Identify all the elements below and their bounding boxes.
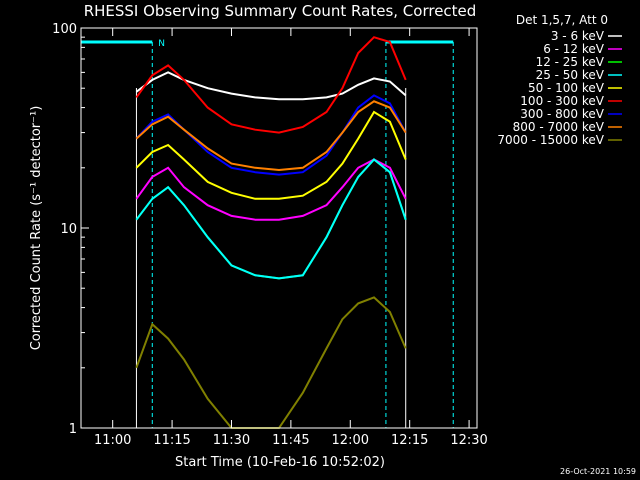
x-tick-label-0: 11:00 xyxy=(94,433,131,448)
series-line-1 xyxy=(135,158,407,221)
legend-label-7: 800 - 7000 keV xyxy=(513,120,605,134)
x-tick-label-2: 11:30 xyxy=(213,433,250,448)
chart-title: RHESSI Observing Summary Count Rates, Co… xyxy=(84,2,477,20)
legend-label-4: 50 - 100 keV xyxy=(528,81,605,95)
x-tick-label-5: 12:15 xyxy=(391,433,428,448)
y-tick-label-2: 100 xyxy=(52,22,77,37)
x-tick-label-1: 11:15 xyxy=(153,433,190,448)
generation-timestamp: 26-Oct-2021 10:59 xyxy=(560,467,636,476)
legend-label-1: 6 - 12 keV xyxy=(543,42,605,56)
legend-label-5: 100 - 300 keV xyxy=(520,94,604,108)
legend-label-2: 12 - 25 keV xyxy=(536,55,605,69)
x-tick-label-6: 12:30 xyxy=(450,433,487,448)
x-axis-ticks: 11:00 11:15 11:30 11:45 12:00 12:15 12:30 xyxy=(94,28,488,448)
y-axis-label: Corrected Count Rate (s⁻¹ detector⁻¹) xyxy=(29,106,44,351)
series-line-0 xyxy=(135,71,407,101)
x-axis-label: Start Time (10-Feb-16 10:52:02) xyxy=(175,455,385,470)
legend-label-8: 7000 - 15000 keV xyxy=(497,133,604,147)
y-tick-label-1: 10 xyxy=(60,222,77,237)
x-tick-label-3: 11:45 xyxy=(272,433,309,448)
series-line-3 xyxy=(135,158,407,280)
plot-area: N xyxy=(80,36,454,429)
series-line-6 xyxy=(135,94,407,176)
legend-label-6: 300 - 800 keV xyxy=(520,107,604,121)
annotation-label-0: N xyxy=(158,39,165,49)
x-tick-label-4: 12:00 xyxy=(332,433,369,448)
y-tick-label-0: 1 xyxy=(69,422,77,437)
series-line-4 xyxy=(135,110,407,200)
series-line-5 xyxy=(135,36,407,134)
y-axis-ticks: 1 10 100 xyxy=(52,22,89,437)
legend-label-3: 25 - 50 keV xyxy=(536,68,605,82)
series-line-7 xyxy=(135,100,407,172)
legend-title: Det 1,5,7, Att 0 xyxy=(516,13,608,27)
legend-label-0: 3 - 6 keV xyxy=(551,29,605,43)
